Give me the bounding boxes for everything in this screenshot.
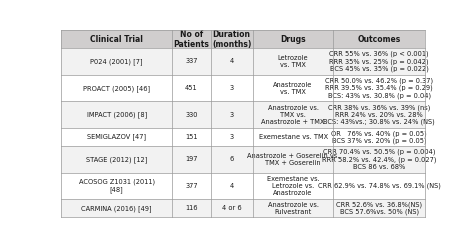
Text: SEMIGLAZOV [47]: SEMIGLAZOV [47] <box>87 134 146 140</box>
Text: CRR 50.0% vs. 46.2% (p = 0.37)
RRR 39.5% vs. 35.4% (p = 0.29)
BCS: 43% vs. 30.8%: CRR 50.0% vs. 46.2% (p = 0.37) RRR 39.5%… <box>325 77 433 99</box>
Text: Drugs: Drugs <box>280 35 306 44</box>
Text: CRR 62.9% vs. 74.8% vs. 69.1% (NS): CRR 62.9% vs. 74.8% vs. 69.1% (NS) <box>318 183 440 189</box>
Bar <box>61 173 425 199</box>
Text: 451: 451 <box>185 85 198 91</box>
Text: STAGE (2012) [12]: STAGE (2012) [12] <box>86 156 147 163</box>
Text: No of
Patients: No of Patients <box>173 30 210 49</box>
Text: 377: 377 <box>185 183 198 189</box>
Text: Letrozole
vs. TMX: Letrozole vs. TMX <box>278 55 309 68</box>
Text: 4: 4 <box>229 183 234 189</box>
Text: Duration
(months): Duration (months) <box>212 30 251 49</box>
Text: CRR 55% vs. 36% (p < 0.001)
RRR 35% vs. 25% (p = 0.042)
BCS 45% vs. 35% (p = 0.0: CRR 55% vs. 36% (p < 0.001) RRR 35% vs. … <box>329 51 429 72</box>
Text: Clinical Trial: Clinical Trial <box>90 35 143 44</box>
Text: CARMINA (2016) [49]: CARMINA (2016) [49] <box>82 205 152 212</box>
Text: 197: 197 <box>185 156 198 162</box>
Text: 4 or 6: 4 or 6 <box>222 205 241 211</box>
Bar <box>61 75 425 101</box>
Text: CRR 38% vs. 36% vs. 39% (ns)
RRR 24% vs. 20% vs. 28%
BCS: 43%vs.; 30.8% vs. 24% : CRR 38% vs. 36% vs. 39% (ns) RRR 24% vs.… <box>323 104 435 125</box>
Text: 151: 151 <box>185 134 198 140</box>
Text: 4: 4 <box>229 59 234 64</box>
Bar <box>61 101 425 128</box>
Text: OR   76% vs. 40% (p = 0.05)
BCS 37% vs. 20% (p = 0.05): OR 76% vs. 40% (p = 0.05) BCS 37% vs. 20… <box>331 130 427 144</box>
Text: 330: 330 <box>185 112 198 118</box>
Text: 337: 337 <box>185 59 198 64</box>
Text: PROACT (2005) [46]: PROACT (2005) [46] <box>83 85 150 92</box>
Text: Anastrozole
vs. TMX: Anastrozole vs. TMX <box>273 82 313 95</box>
Text: Anastrozole vs.
TMX vs.
Anastrozole + TMX: Anastrozole vs. TMX vs. Anastrozole + TM… <box>262 105 325 125</box>
Bar <box>61 48 425 75</box>
Text: CRR 70.4% vs. 50.5% (p = 0.004)
RRR 58.2% vs. 42.4%, (p = 0.027)
BCS 86 vs. 68%: CRR 70.4% vs. 50.5% (p = 0.004) RRR 58.2… <box>322 149 437 170</box>
Bar <box>61 128 425 146</box>
Text: P024 (2001) [7]: P024 (2001) [7] <box>91 58 143 65</box>
Text: Outcomes: Outcomes <box>357 35 401 44</box>
Text: Exemestane vs.
Letrozole vs.
Anastrozole: Exemestane vs. Letrozole vs. Anastrozole <box>267 176 319 196</box>
Bar <box>61 199 425 217</box>
Text: Anastrozole vs.
Fulvestrant: Anastrozole vs. Fulvestrant <box>268 202 319 215</box>
Text: 3: 3 <box>229 85 234 91</box>
Text: IMPACT (2006) [8]: IMPACT (2006) [8] <box>87 111 147 118</box>
Text: 6: 6 <box>229 156 234 162</box>
Text: Anastrozole + Goserelin vs.
TMX + Goserelin: Anastrozole + Goserelin vs. TMX + Gosere… <box>247 153 339 166</box>
Text: ACOSOG Z1031 (2011)
[48]: ACOSOG Z1031 (2011) [48] <box>79 179 155 193</box>
Bar <box>61 146 425 173</box>
Text: 3: 3 <box>229 134 234 140</box>
Text: 116: 116 <box>185 205 198 211</box>
Text: 3: 3 <box>229 112 234 118</box>
Text: CRR 52.6% vs. 36.8%(NS)
BCS 57.6%vs. 50% (NS): CRR 52.6% vs. 36.8%(NS) BCS 57.6%vs. 50%… <box>336 201 422 215</box>
Text: Exemestane vs. TMX: Exemestane vs. TMX <box>258 134 328 140</box>
Bar <box>61 30 425 48</box>
